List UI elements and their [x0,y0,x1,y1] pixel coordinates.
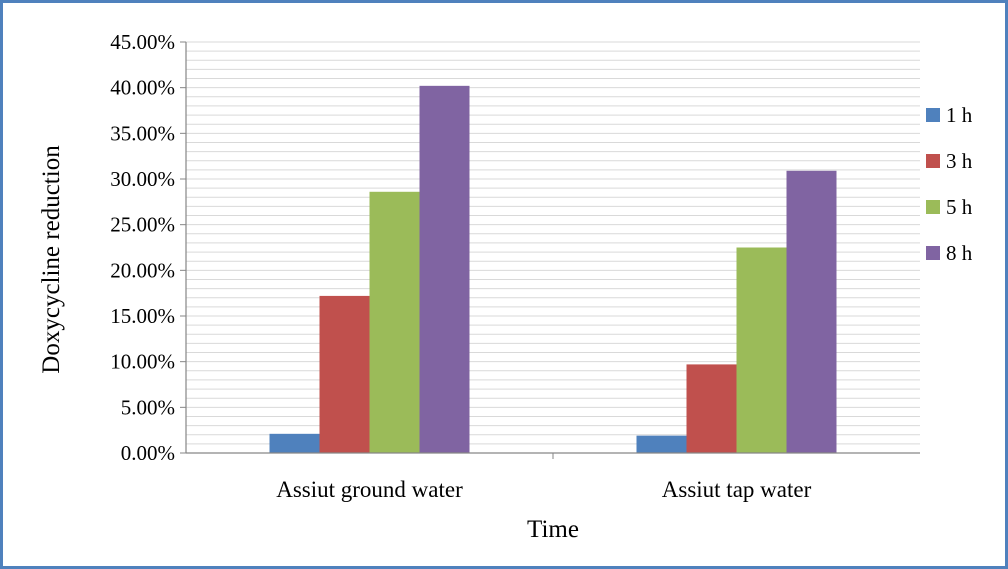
bar-chart: 0.00% 5.00% 10.00% 15.00% 20.00% 25.00% 30.00%… [38,30,973,543]
bar-5h-0 [369,191,420,453]
x-category-labels: Assiut ground water Assiut tap water [276,477,811,502]
y-tick-label: 5.00% [121,395,175,419]
y-tick-label: 30.00% [110,167,175,191]
legend-label: 5 h [946,195,973,219]
y-tick-label: 25.00% [110,213,175,237]
bar-8h-0 [419,85,470,453]
y-tick-label: 20.00% [110,258,175,282]
bar-1h-1 [636,435,687,453]
axes [180,41,920,459]
legend-swatch [926,154,940,168]
legend-label: 1 h [946,103,973,127]
legend-swatch [926,246,940,260]
bar-8h-1 [786,170,837,453]
x-category-label: Assiut tap water [662,477,812,502]
bars [269,85,837,453]
y-tick-label: 45.00% [110,30,175,54]
bar-3h-1 [686,364,737,453]
y-axis-title: Doxycycline reduction [38,145,65,374]
y-tick-label: 0.00% [121,441,175,465]
y-tick-label: 35.00% [110,121,175,145]
legend: 1 h 3 h 5 h 8 h [926,103,973,265]
legend-label: 3 h [946,149,973,173]
y-tick-labels: 0.00% 5.00% 10.00% 15.00% 20.00% 25.00% 30.00%… [110,30,175,465]
x-category-label: Assiut ground water [276,477,463,502]
x-axis-title: Time [527,516,579,543]
legend-label: 8 h [946,241,973,265]
bar-1h-0 [269,433,320,453]
bar-5h-1 [736,247,787,453]
legend-swatch [926,200,940,214]
bar-3h-0 [319,295,370,453]
y-tick-label: 10.00% [110,350,175,374]
y-tick-label: 15.00% [110,304,175,328]
legend-swatch [926,108,940,122]
y-tick-label: 40.00% [110,76,175,100]
